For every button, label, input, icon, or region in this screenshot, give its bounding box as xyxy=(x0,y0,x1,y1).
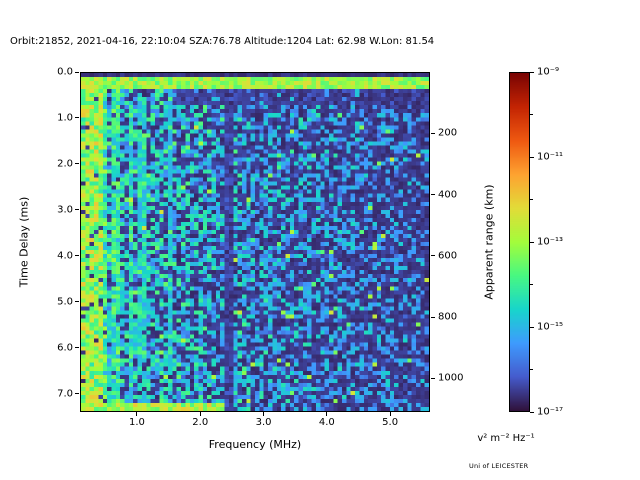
x-tick xyxy=(136,412,138,416)
y-tick xyxy=(75,163,79,165)
colorbar-minor-tick xyxy=(530,284,533,285)
y-axis-label: Time Delay (ms) xyxy=(17,196,31,288)
x-tick xyxy=(199,412,201,416)
colorbar-tick-label: 10⁻¹⁵ xyxy=(537,321,564,333)
y2-tick-label: 600 xyxy=(438,250,458,262)
heatmap-canvas xyxy=(81,73,429,411)
colorbar-tick xyxy=(530,326,534,328)
figure-title: Orbit:21852, 2021-04-16, 22:10:04 SZA:76… xyxy=(10,36,435,47)
colorbar-minor-tick xyxy=(530,369,533,370)
colorbar-minor-tick xyxy=(530,114,533,115)
y-tick-label: 5.0 xyxy=(57,296,73,308)
y-tick xyxy=(75,71,79,73)
y2-tick-label: 400 xyxy=(438,189,458,201)
colorbar-tick xyxy=(530,241,534,243)
y2-tick xyxy=(431,377,435,379)
y-tick xyxy=(75,117,79,119)
y-tick-label: 2.0 xyxy=(57,158,73,170)
y-tick xyxy=(75,301,79,303)
x-tick-label: 5.0 xyxy=(382,417,399,428)
y-tick xyxy=(75,347,79,349)
x-axis-label: Frequency (MHz) xyxy=(208,438,302,451)
y2-tick-label: 200 xyxy=(438,127,458,139)
y-tick xyxy=(75,209,79,211)
y2-tick xyxy=(431,194,435,196)
y-tick xyxy=(75,255,79,257)
credit-text: Uni of LEICESTER xyxy=(469,462,529,470)
y-tick-label: 4.0 xyxy=(57,250,73,262)
y-tick-label: 3.0 xyxy=(57,204,73,216)
y2-tick xyxy=(431,132,435,134)
y-tick-label: 0.0 xyxy=(57,66,73,78)
y2-tick xyxy=(431,255,435,257)
colorbar-tick xyxy=(530,411,534,413)
y2-tick-label: 800 xyxy=(438,311,458,323)
x-tick-label: 2.0 xyxy=(192,417,209,428)
colorbar-minor-tick xyxy=(530,199,533,200)
x-tick xyxy=(389,412,391,416)
colorbar xyxy=(509,72,530,412)
y-tick-label: 7.0 xyxy=(57,388,73,400)
colorbar-unit-label: v² m⁻² Hz⁻¹ xyxy=(477,433,535,444)
colorbar-canvas xyxy=(510,73,529,411)
y-tick-label: 1.0 xyxy=(57,112,73,124)
x-tick-label: 4.0 xyxy=(318,417,335,428)
y-tick-label: 6.0 xyxy=(57,342,73,354)
colorbar-tick-label: 10⁻¹⁷ xyxy=(537,406,564,418)
spectrogram-plot xyxy=(80,72,430,412)
colorbar-tick-label: 10⁻⁹ xyxy=(537,66,560,78)
x-tick xyxy=(326,412,328,416)
colorbar-tick-label: 10⁻¹³ xyxy=(537,236,564,248)
x-tick-label: 3.0 xyxy=(255,417,272,428)
colorbar-tick xyxy=(530,71,534,73)
x-tick xyxy=(263,412,265,416)
y-tick xyxy=(75,393,79,395)
y2-tick xyxy=(431,316,435,318)
colorbar-tick xyxy=(530,156,534,158)
y2-axis-label: Apparent range (km) xyxy=(482,184,496,300)
x-tick-label: 1.0 xyxy=(129,417,145,428)
y2-tick-label: 1000 xyxy=(438,372,464,384)
colorbar-tick-label: 10⁻¹¹ xyxy=(537,151,564,163)
